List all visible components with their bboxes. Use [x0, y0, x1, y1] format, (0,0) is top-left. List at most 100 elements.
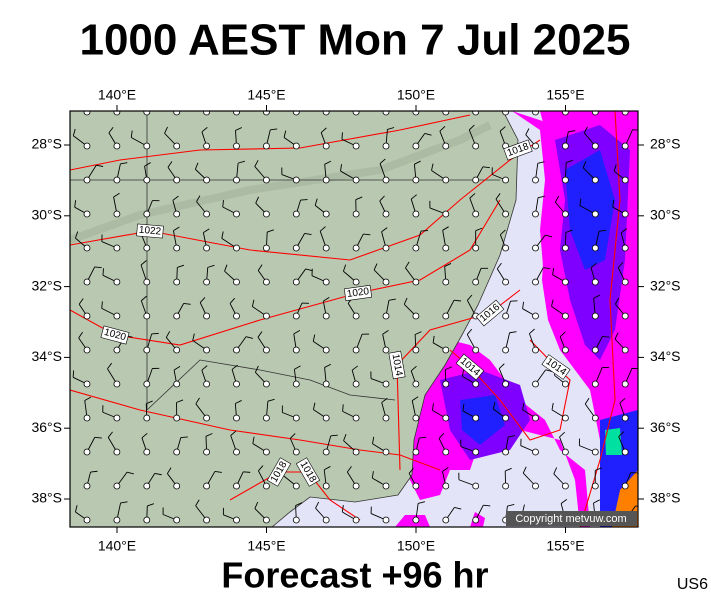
- barb-station: [562, 244, 569, 252]
- barb-flag: [90, 470, 98, 473]
- rain-area: [605, 428, 622, 455]
- barb-station: [382, 111, 390, 116]
- barb-station: [263, 111, 270, 116]
- barb-flag: [492, 402, 496, 410]
- barb-station: [203, 176, 211, 184]
- barb-station: [532, 244, 539, 252]
- barb-flag: [635, 505, 638, 507]
- barb-station: [591, 448, 599, 456]
- barb-station: [233, 346, 240, 354]
- barb-station: [621, 346, 629, 354]
- barb-station: [233, 278, 240, 286]
- barb-station: [532, 448, 539, 456]
- barb-flag: [126, 471, 134, 475]
- barb-station: [472, 278, 480, 286]
- barb-station: [262, 448, 270, 456]
- lon-label: 150°E: [397, 87, 435, 103]
- barb-station: [502, 482, 510, 490]
- barb-station: [502, 244, 510, 252]
- barb-station: [203, 516, 211, 524]
- barb-flag: [144, 162, 151, 167]
- barb-station: [292, 210, 300, 218]
- barb-flag: [445, 366, 452, 371]
- barb-station: [113, 346, 121, 354]
- barb-flag: [146, 400, 153, 405]
- barb-flag: [593, 499, 600, 504]
- barb-station: [591, 380, 599, 388]
- barb-flag: [522, 504, 525, 512]
- barb-station: [352, 380, 360, 388]
- barb-station: [322, 142, 330, 150]
- barb-flag: [554, 195, 560, 203]
- barb-flag: [341, 504, 344, 513]
- barb-flag: [595, 467, 602, 471]
- barb-station: [322, 312, 330, 320]
- barb-flag: [373, 263, 378, 271]
- barb-flag: [442, 226, 449, 231]
- barb-station: [322, 414, 330, 422]
- barb-flag: [505, 467, 512, 472]
- barb-flag: [590, 93, 595, 98]
- barb-station: [591, 111, 599, 116]
- barb-station: [412, 482, 420, 490]
- barb-station: [591, 142, 599, 150]
- barb-flag: [559, 431, 565, 438]
- barb-station: [203, 111, 210, 116]
- barb-station: [621, 278, 629, 286]
- barb-station: [83, 142, 91, 150]
- barb-flag: [509, 331, 517, 334]
- barb-station: [412, 380, 420, 388]
- barb-station: [322, 380, 330, 388]
- barb-flag: [221, 231, 224, 239]
- barb-flag: [495, 193, 501, 200]
- barb-flag: [381, 227, 388, 233]
- barb-flag: [72, 370, 75, 378]
- barb-station: [472, 210, 480, 218]
- barb-station: [472, 414, 480, 422]
- barb-station: [292, 176, 300, 184]
- barb-station: [442, 414, 450, 422]
- barb-flag: [444, 263, 452, 267]
- barb-flag: [235, 127, 243, 131]
- barb-station: [173, 278, 181, 286]
- lat-label: 34°S: [31, 348, 62, 364]
- barb-flag: [590, 262, 597, 268]
- barb-station: [502, 210, 510, 218]
- barb-station: [292, 414, 300, 422]
- barb-flag: [499, 126, 506, 132]
- barb-station: [532, 278, 539, 286]
- barb-flag: [231, 364, 238, 370]
- barb-station: [143, 176, 151, 184]
- barb-flag: [496, 262, 502, 270]
- map-frame: [69, 110, 639, 528]
- lon-label: 145°E: [247, 87, 285, 103]
- barb-flag: [342, 404, 344, 412]
- barb-flag: [254, 501, 259, 509]
- barb-flag: [254, 365, 259, 373]
- barb-station: [621, 312, 629, 320]
- barb-station: [262, 278, 270, 286]
- barb-flag: [257, 331, 263, 338]
- barb-station: [203, 278, 211, 286]
- barb-station: [442, 176, 450, 184]
- barb-station: [442, 210, 450, 218]
- barb-station: [322, 210, 330, 218]
- lat-label: 28°S: [31, 136, 62, 152]
- barb-station: [233, 176, 240, 184]
- barb-flag: [522, 301, 525, 309]
- barb-station: [203, 210, 211, 218]
- barb-station: [173, 142, 181, 150]
- barb-flag: [343, 433, 347, 441]
- barb-flag: [312, 402, 316, 410]
- barb-station: [233, 210, 240, 218]
- barb-station: [143, 346, 151, 354]
- barb-station: [173, 482, 181, 490]
- barb-flag: [294, 365, 301, 370]
- barb-station: [412, 414, 420, 422]
- barb-flag: [354, 93, 360, 96]
- lon-label: 155°E: [546, 538, 584, 554]
- barb-flag: [405, 261, 410, 269]
- barb-station: [292, 482, 300, 490]
- barb-station: [143, 278, 151, 286]
- lat-label: 30°S: [650, 207, 681, 223]
